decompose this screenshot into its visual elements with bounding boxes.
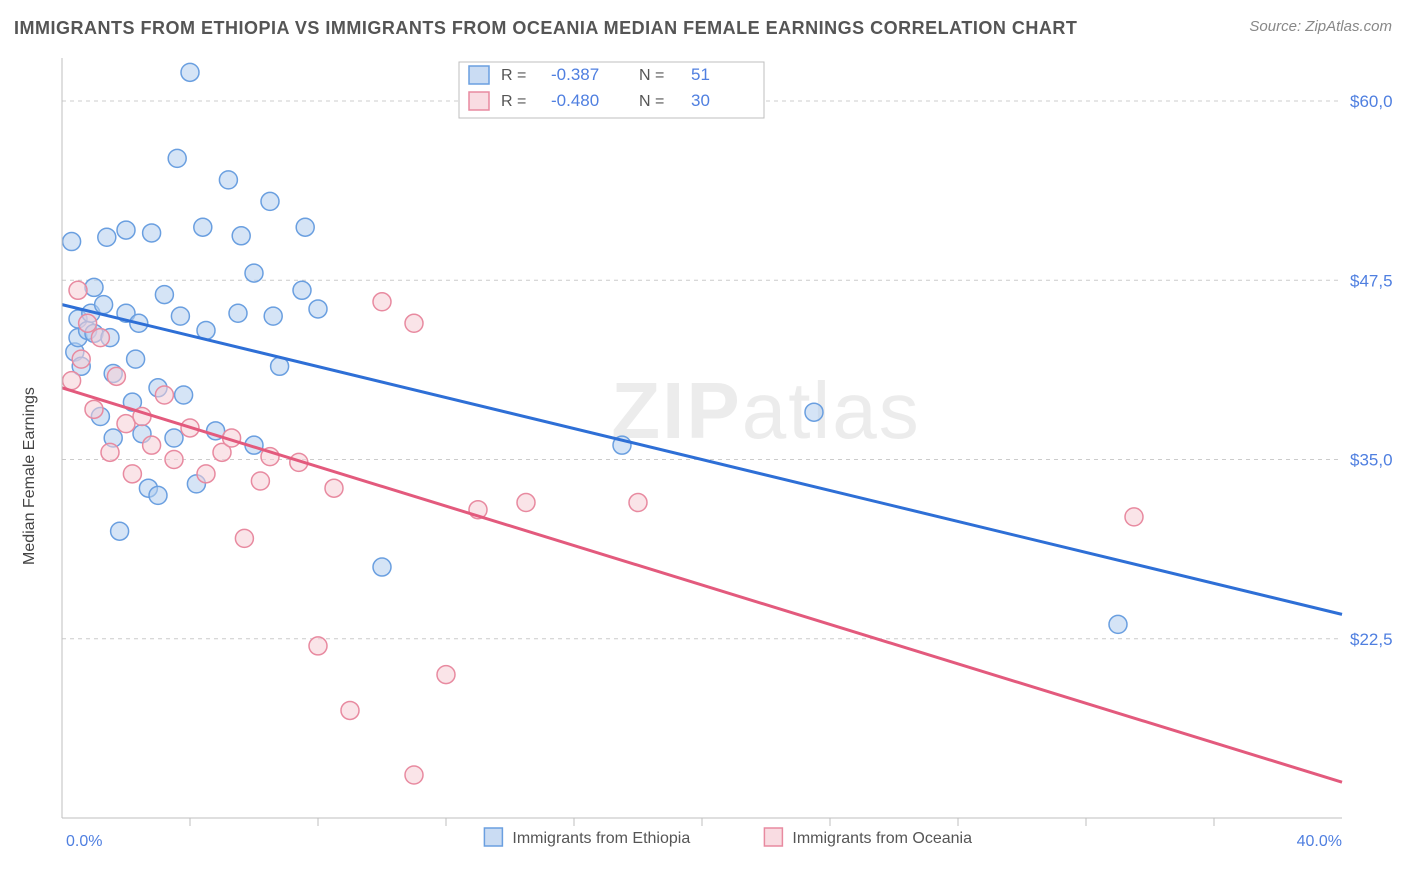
data-point (149, 486, 167, 504)
x-min-label: 0.0% (66, 833, 102, 850)
data-point (155, 286, 173, 304)
y-tick-label: $47,500 (1350, 271, 1392, 290)
data-point (261, 192, 279, 210)
data-point (171, 307, 189, 325)
bottom-legend-label: Immigrants from Ethiopia (512, 830, 690, 847)
data-point (69, 281, 87, 299)
source-attribution: Source: ZipAtlas.com (1249, 18, 1392, 35)
data-point (264, 307, 282, 325)
data-point (229, 304, 247, 322)
data-point (123, 465, 141, 483)
data-point (127, 350, 145, 368)
data-point (296, 218, 314, 236)
data-point (309, 300, 327, 318)
data-point (805, 403, 823, 421)
data-point (235, 529, 253, 547)
legend-r-label: R = (501, 93, 526, 110)
data-point (293, 281, 311, 299)
data-point (373, 293, 391, 311)
data-point (165, 429, 183, 447)
data-point (629, 494, 647, 512)
data-point (98, 228, 116, 246)
data-point (95, 296, 113, 314)
data-point (165, 451, 183, 469)
correlation-chart: ZIPatlas $22,500 $35,000 $47,500 $60,000 0.0%… (14, 50, 1392, 878)
legend-swatch (469, 66, 489, 84)
data-point (194, 218, 212, 236)
data-point (168, 149, 186, 167)
legend-n-label: N = (639, 67, 664, 84)
legend-n-label: N = (639, 93, 664, 110)
data-point (143, 224, 161, 242)
data-point (251, 472, 269, 490)
watermark: ZIPatlas (611, 366, 920, 455)
data-point (219, 171, 237, 189)
data-point (117, 221, 135, 239)
bottom-legend-swatch (764, 828, 782, 846)
legend-n-value: 30 (691, 91, 710, 110)
data-point (437, 666, 455, 684)
data-point (1109, 615, 1127, 633)
data-point (175, 386, 193, 404)
data-point (155, 386, 173, 404)
data-point (72, 350, 90, 368)
source-name: ZipAtlas.com (1305, 18, 1392, 35)
legend-r-value: -0.480 (551, 91, 599, 110)
data-point (1125, 508, 1143, 526)
data-point (325, 479, 343, 497)
data-point (63, 233, 81, 251)
data-point (143, 436, 161, 454)
source-prefix: Source: (1249, 18, 1305, 35)
data-point (373, 558, 391, 576)
data-point (111, 522, 129, 540)
chart-title: IMMIGRANTS FROM ETHIOPIA VS IMMIGRANTS F… (14, 18, 1077, 39)
y-tick-label: $35,000 (1350, 451, 1392, 470)
y-tick-label: $22,500 (1350, 630, 1392, 649)
legend-swatch (469, 92, 489, 110)
legend-r-label: R = (501, 67, 526, 84)
data-point (405, 766, 423, 784)
y-axis-label: Median Female Earnings (21, 387, 38, 565)
x-max-label: 40.0% (1297, 833, 1342, 850)
bottom-legend-swatch (484, 828, 502, 846)
y-tick-label: $60,000 (1350, 92, 1392, 111)
data-point (79, 314, 97, 332)
data-point (85, 400, 103, 418)
data-point (85, 278, 103, 296)
data-point (309, 637, 327, 655)
data-point (107, 367, 125, 385)
data-point (341, 701, 359, 719)
legend-n-value: 51 (691, 65, 710, 84)
data-point (405, 314, 423, 332)
data-point (181, 63, 199, 81)
data-point (197, 465, 215, 483)
data-point (91, 329, 109, 347)
data-point (245, 264, 263, 282)
bottom-legend-label: Immigrants from Oceania (792, 830, 972, 847)
data-point (517, 494, 535, 512)
data-point (232, 227, 250, 245)
legend-r-value: -0.387 (551, 65, 599, 84)
data-point (63, 372, 81, 390)
data-point (101, 443, 119, 461)
